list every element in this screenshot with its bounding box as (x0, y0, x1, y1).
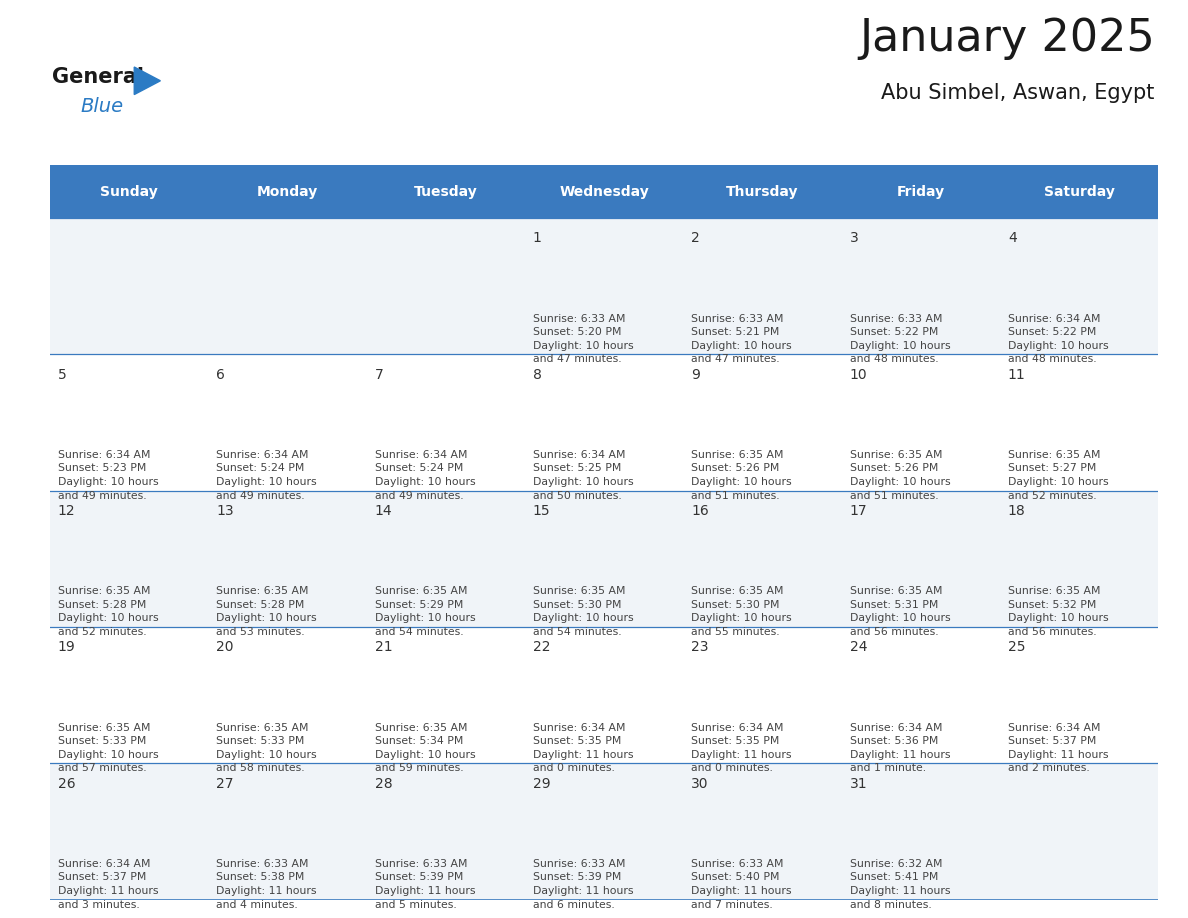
Text: 10: 10 (849, 367, 867, 382)
Text: Sunrise: 6:34 AM
Sunset: 5:35 PM
Daylight: 11 hours
and 0 minutes.: Sunrise: 6:34 AM Sunset: 5:35 PM Dayligh… (691, 722, 791, 773)
Text: Sunrise: 6:33 AM
Sunset: 5:21 PM
Daylight: 10 hours
and 47 minutes.: Sunrise: 6:33 AM Sunset: 5:21 PM Dayligh… (691, 314, 792, 364)
Text: Sunrise: 6:35 AM
Sunset: 5:33 PM
Daylight: 10 hours
and 57 minutes.: Sunrise: 6:35 AM Sunset: 5:33 PM Dayligh… (58, 722, 158, 773)
Text: 12: 12 (58, 504, 76, 518)
Text: Sunrise: 6:34 AM
Sunset: 5:23 PM
Daylight: 10 hours
and 49 minutes.: Sunrise: 6:34 AM Sunset: 5:23 PM Dayligh… (58, 450, 158, 500)
Text: Sunrise: 6:35 AM
Sunset: 5:28 PM
Daylight: 10 hours
and 52 minutes.: Sunrise: 6:35 AM Sunset: 5:28 PM Dayligh… (58, 587, 158, 637)
Bar (525, 165, 683, 218)
Text: Sunrise: 6:33 AM
Sunset: 5:39 PM
Daylight: 11 hours
and 5 minutes.: Sunrise: 6:33 AM Sunset: 5:39 PM Dayligh… (374, 859, 475, 910)
Text: Sunrise: 6:33 AM
Sunset: 5:22 PM
Daylight: 10 hours
and 48 minutes.: Sunrise: 6:33 AM Sunset: 5:22 PM Dayligh… (849, 314, 950, 364)
Text: Sunrise: 6:35 AM
Sunset: 5:27 PM
Daylight: 10 hours
and 52 minutes.: Sunrise: 6:35 AM Sunset: 5:27 PM Dayligh… (1007, 450, 1108, 500)
Text: Monday: Monday (257, 185, 318, 198)
Bar (683, 165, 841, 218)
Text: January 2025: January 2025 (859, 17, 1155, 60)
Text: 18: 18 (1007, 504, 1025, 518)
Text: Sunrise: 6:35 AM
Sunset: 5:28 PM
Daylight: 10 hours
and 53 minutes.: Sunrise: 6:35 AM Sunset: 5:28 PM Dayligh… (216, 587, 317, 637)
Text: 27: 27 (216, 777, 234, 790)
Text: 22: 22 (533, 640, 550, 655)
Bar (50, 491, 1158, 627)
Text: 19: 19 (58, 640, 76, 655)
Text: General: General (52, 67, 144, 87)
Text: Sunrise: 6:35 AM
Sunset: 5:30 PM
Daylight: 10 hours
and 55 minutes.: Sunrise: 6:35 AM Sunset: 5:30 PM Dayligh… (691, 587, 792, 637)
Text: 11: 11 (1007, 367, 1025, 382)
Text: 2: 2 (691, 231, 700, 245)
Text: Sunrise: 6:34 AM
Sunset: 5:37 PM
Daylight: 11 hours
and 3 minutes.: Sunrise: 6:34 AM Sunset: 5:37 PM Dayligh… (58, 859, 158, 910)
Text: Sunrise: 6:33 AM
Sunset: 5:38 PM
Daylight: 11 hours
and 4 minutes.: Sunrise: 6:33 AM Sunset: 5:38 PM Dayligh… (216, 859, 317, 910)
Text: Sunrise: 6:34 AM
Sunset: 5:24 PM
Daylight: 10 hours
and 49 minutes.: Sunrise: 6:34 AM Sunset: 5:24 PM Dayligh… (374, 450, 475, 500)
Text: 9: 9 (691, 367, 700, 382)
Text: 30: 30 (691, 777, 709, 790)
Text: 31: 31 (849, 777, 867, 790)
Text: 6: 6 (216, 367, 225, 382)
Text: 8: 8 (533, 367, 542, 382)
Bar (50, 764, 1158, 900)
Text: 29: 29 (533, 777, 550, 790)
Text: Sunrise: 6:35 AM
Sunset: 5:26 PM
Daylight: 10 hours
and 51 minutes.: Sunrise: 6:35 AM Sunset: 5:26 PM Dayligh… (691, 450, 792, 500)
Text: 23: 23 (691, 640, 709, 655)
Text: Sunrise: 6:35 AM
Sunset: 5:33 PM
Daylight: 10 hours
and 58 minutes.: Sunrise: 6:35 AM Sunset: 5:33 PM Dayligh… (216, 722, 317, 773)
Text: 17: 17 (849, 504, 867, 518)
Bar (50, 218, 1158, 354)
Text: 24: 24 (849, 640, 867, 655)
Text: 7: 7 (374, 367, 384, 382)
Text: Abu Simbel, Aswan, Egypt: Abu Simbel, Aswan, Egypt (881, 83, 1155, 103)
Bar (50, 354, 1158, 491)
Text: Wednesday: Wednesday (560, 185, 649, 198)
Text: Sunrise: 6:33 AM
Sunset: 5:20 PM
Daylight: 10 hours
and 47 minutes.: Sunrise: 6:33 AM Sunset: 5:20 PM Dayligh… (533, 314, 633, 364)
Text: Friday: Friday (897, 185, 944, 198)
Text: Sunrise: 6:33 AM
Sunset: 5:40 PM
Daylight: 11 hours
and 7 minutes.: Sunrise: 6:33 AM Sunset: 5:40 PM Dayligh… (691, 859, 791, 910)
Text: Sunrise: 6:34 AM
Sunset: 5:36 PM
Daylight: 11 hours
and 1 minute.: Sunrise: 6:34 AM Sunset: 5:36 PM Dayligh… (849, 722, 950, 773)
Text: Sunrise: 6:33 AM
Sunset: 5:39 PM
Daylight: 11 hours
and 6 minutes.: Sunrise: 6:33 AM Sunset: 5:39 PM Dayligh… (533, 859, 633, 910)
Bar (50, 165, 208, 218)
Text: Sunrise: 6:34 AM
Sunset: 5:35 PM
Daylight: 11 hours
and 0 minutes.: Sunrise: 6:34 AM Sunset: 5:35 PM Dayligh… (533, 722, 633, 773)
Text: 28: 28 (374, 777, 392, 790)
Text: Sunrise: 6:32 AM
Sunset: 5:41 PM
Daylight: 11 hours
and 8 minutes.: Sunrise: 6:32 AM Sunset: 5:41 PM Dayligh… (849, 859, 950, 910)
Bar (50, 627, 1158, 764)
Bar (208, 165, 367, 218)
Text: 4: 4 (1007, 231, 1017, 245)
Text: Saturday: Saturday (1044, 185, 1114, 198)
Text: Sunday: Sunday (100, 185, 158, 198)
Bar (1000, 165, 1158, 218)
Polygon shape (134, 67, 160, 95)
Text: 26: 26 (58, 777, 76, 790)
Text: 16: 16 (691, 504, 709, 518)
Text: Sunrise: 6:35 AM
Sunset: 5:31 PM
Daylight: 10 hours
and 56 minutes.: Sunrise: 6:35 AM Sunset: 5:31 PM Dayligh… (849, 587, 950, 637)
Text: 5: 5 (58, 367, 67, 382)
Text: Blue: Blue (81, 96, 124, 116)
Bar (367, 165, 525, 218)
Text: Sunrise: 6:34 AM
Sunset: 5:25 PM
Daylight: 10 hours
and 50 minutes.: Sunrise: 6:34 AM Sunset: 5:25 PM Dayligh… (533, 450, 633, 500)
Text: Tuesday: Tuesday (413, 185, 478, 198)
Text: 25: 25 (1007, 640, 1025, 655)
Text: 1: 1 (533, 231, 542, 245)
Text: Thursday: Thursday (726, 185, 798, 198)
Text: 15: 15 (533, 504, 550, 518)
Text: Sunrise: 6:35 AM
Sunset: 5:29 PM
Daylight: 10 hours
and 54 minutes.: Sunrise: 6:35 AM Sunset: 5:29 PM Dayligh… (374, 587, 475, 637)
Text: Sunrise: 6:35 AM
Sunset: 5:26 PM
Daylight: 10 hours
and 51 minutes.: Sunrise: 6:35 AM Sunset: 5:26 PM Dayligh… (849, 450, 950, 500)
Text: Sunrise: 6:35 AM
Sunset: 5:34 PM
Daylight: 10 hours
and 59 minutes.: Sunrise: 6:35 AM Sunset: 5:34 PM Dayligh… (374, 722, 475, 773)
Text: Sunrise: 6:34 AM
Sunset: 5:37 PM
Daylight: 11 hours
and 2 minutes.: Sunrise: 6:34 AM Sunset: 5:37 PM Dayligh… (1007, 722, 1108, 773)
Text: Sunrise: 6:35 AM
Sunset: 5:30 PM
Daylight: 10 hours
and 54 minutes.: Sunrise: 6:35 AM Sunset: 5:30 PM Dayligh… (533, 587, 633, 637)
Bar (841, 165, 1000, 218)
Text: 21: 21 (374, 640, 392, 655)
Text: Sunrise: 6:34 AM
Sunset: 5:24 PM
Daylight: 10 hours
and 49 minutes.: Sunrise: 6:34 AM Sunset: 5:24 PM Dayligh… (216, 450, 317, 500)
Text: 3: 3 (849, 231, 858, 245)
Text: Sunrise: 6:35 AM
Sunset: 5:32 PM
Daylight: 10 hours
and 56 minutes.: Sunrise: 6:35 AM Sunset: 5:32 PM Dayligh… (1007, 587, 1108, 637)
Text: 13: 13 (216, 504, 234, 518)
Text: 14: 14 (374, 504, 392, 518)
Text: 20: 20 (216, 640, 234, 655)
Text: Sunrise: 6:34 AM
Sunset: 5:22 PM
Daylight: 10 hours
and 48 minutes.: Sunrise: 6:34 AM Sunset: 5:22 PM Dayligh… (1007, 314, 1108, 364)
